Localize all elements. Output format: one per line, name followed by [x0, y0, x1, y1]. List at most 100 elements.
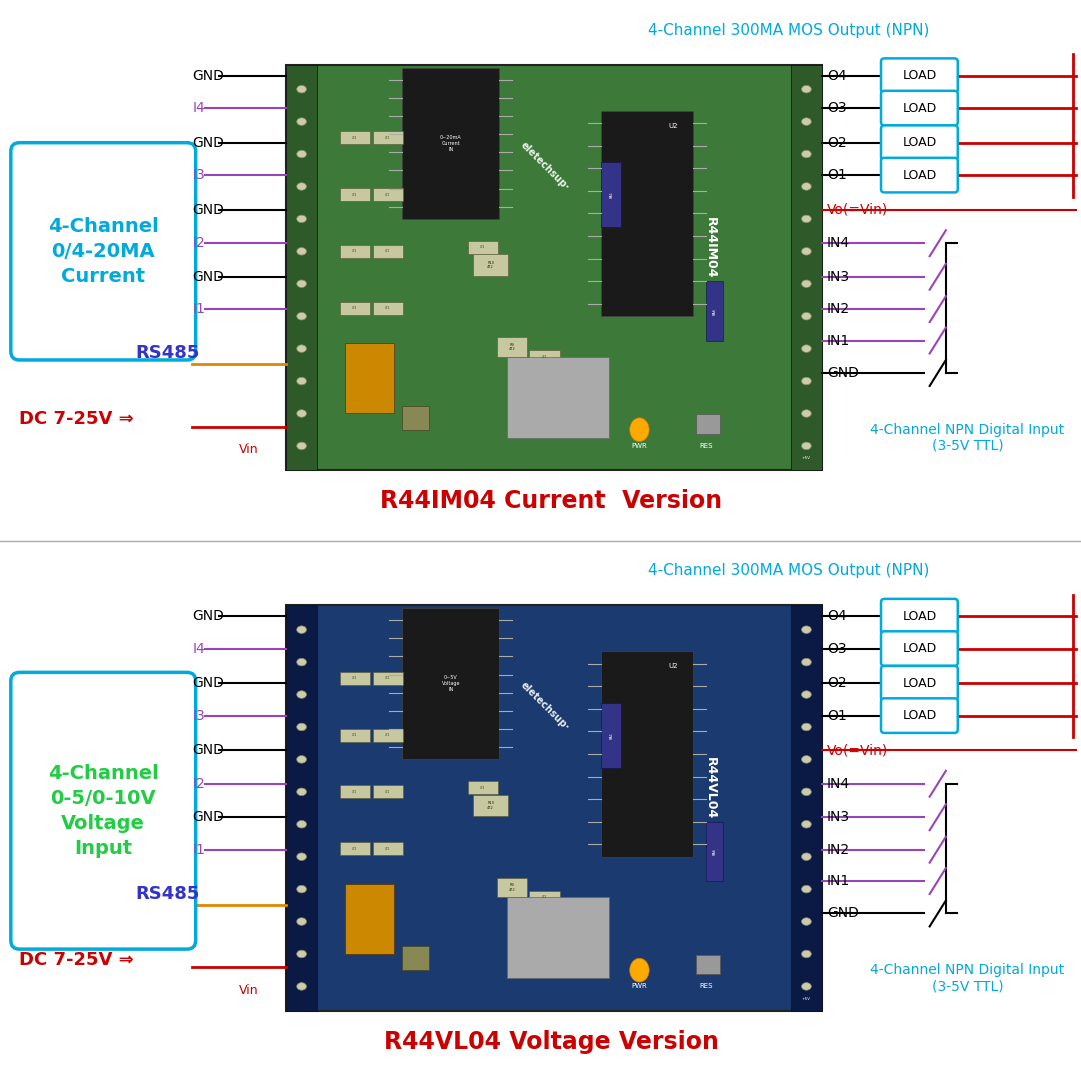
Ellipse shape [802, 820, 811, 828]
Bar [373, 785, 403, 798]
Bar [339, 188, 370, 201]
Text: I1: I1 [192, 843, 205, 856]
Bar [286, 65, 317, 470]
Text: R44IM04 Current  Version: R44IM04 Current Version [381, 490, 722, 513]
Text: R10
472: R10 472 [488, 261, 494, 269]
Bar [339, 131, 370, 144]
Ellipse shape [802, 442, 811, 450]
Text: 472: 472 [352, 250, 358, 253]
Ellipse shape [802, 280, 811, 288]
Text: LOAD: LOAD [903, 610, 936, 623]
Bar [601, 162, 620, 227]
Ellipse shape [802, 853, 811, 860]
FancyBboxPatch shape [881, 698, 958, 733]
Ellipse shape [802, 215, 811, 223]
Ellipse shape [296, 248, 307, 255]
Bar [339, 729, 370, 742]
Text: GND: GND [192, 610, 224, 623]
Ellipse shape [802, 150, 811, 158]
Text: 472: 472 [352, 192, 358, 197]
Text: IN2: IN2 [827, 303, 850, 316]
Ellipse shape [802, 788, 811, 796]
Bar [373, 302, 403, 315]
Bar [339, 842, 370, 855]
Ellipse shape [802, 345, 811, 352]
Text: Vo(=Vin): Vo(=Vin) [827, 203, 889, 216]
FancyBboxPatch shape [881, 58, 958, 93]
Bar [473, 795, 508, 816]
Text: 4-Channel
0-5/0-10V
Voltage
Input: 4-Channel 0-5/0-10V Voltage Input [48, 764, 159, 857]
FancyBboxPatch shape [881, 666, 958, 700]
Text: 472: 472 [542, 895, 547, 899]
Text: GND: GND [192, 203, 224, 216]
Text: eletechsup·: eletechsup· [518, 139, 571, 192]
Text: 0~20mA
Current
IN: 0~20mA Current IN [440, 135, 462, 151]
Bar [696, 955, 720, 974]
Text: 472: 472 [542, 355, 547, 359]
Text: 472: 472 [352, 677, 358, 680]
FancyBboxPatch shape [881, 631, 958, 666]
Bar [339, 785, 370, 798]
Text: 472: 472 [352, 136, 358, 139]
Ellipse shape [296, 788, 307, 796]
Bar [402, 405, 429, 429]
Text: PWR: PWR [631, 443, 648, 449]
Bar [696, 414, 720, 433]
Ellipse shape [296, 983, 307, 990]
Ellipse shape [296, 853, 307, 860]
Text: eletechsup·: eletechsup· [518, 680, 571, 733]
FancyBboxPatch shape [11, 672, 196, 949]
Bar [601, 110, 693, 316]
Bar [706, 822, 723, 881]
Ellipse shape [802, 626, 811, 633]
Ellipse shape [802, 691, 811, 698]
Text: IN3: IN3 [827, 270, 850, 283]
Bar [339, 671, 370, 685]
Bar [373, 729, 403, 742]
Bar [530, 350, 560, 363]
Bar [402, 947, 429, 971]
Ellipse shape [802, 248, 811, 255]
Ellipse shape [296, 280, 307, 288]
FancyBboxPatch shape [286, 605, 822, 1011]
Text: I3: I3 [192, 709, 205, 722]
Text: R44VL04 Voltage Version: R44VL04 Voltage Version [384, 1030, 719, 1054]
Bar [402, 67, 499, 218]
Text: LOAD: LOAD [903, 136, 936, 149]
Text: RS485: RS485 [135, 345, 200, 362]
Ellipse shape [296, 756, 307, 763]
Bar [601, 651, 693, 856]
Text: LOAD: LOAD [903, 642, 936, 655]
Text: 472: 472 [385, 250, 390, 253]
Ellipse shape [296, 183, 307, 190]
Text: 472: 472 [352, 306, 358, 310]
Text: R44IM04: R44IM04 [704, 216, 717, 278]
Text: 472: 472 [385, 136, 390, 139]
Text: I3: I3 [192, 169, 205, 182]
Bar [339, 244, 370, 257]
Ellipse shape [296, 345, 307, 352]
Text: LOAD: LOAD [903, 102, 936, 115]
Text: RES: RES [699, 984, 712, 989]
Text: GND: GND [192, 677, 224, 690]
Text: O3: O3 [827, 102, 846, 115]
FancyBboxPatch shape [11, 143, 196, 360]
Text: LOAD: LOAD [903, 709, 936, 722]
Ellipse shape [296, 118, 307, 125]
Text: IN1: IN1 [827, 875, 851, 888]
Text: 472: 472 [352, 733, 358, 737]
Text: 0~5V
Voltage
IN: 0~5V Voltage IN [441, 676, 461, 692]
Text: GND: GND [827, 907, 858, 920]
Text: R44VL04: R44VL04 [704, 757, 717, 819]
Ellipse shape [802, 658, 811, 666]
Ellipse shape [296, 723, 307, 731]
Text: RS485: RS485 [135, 885, 200, 903]
Text: DC 7-25V ⇒: DC 7-25V ⇒ [19, 411, 134, 428]
Text: RA1: RA1 [610, 732, 613, 738]
Ellipse shape [296, 820, 307, 828]
Text: 4-Channel NPN Digital Input
(3-5V TTL): 4-Channel NPN Digital Input (3-5V TTL) [870, 423, 1065, 453]
Bar [373, 188, 403, 201]
Ellipse shape [296, 442, 307, 450]
Ellipse shape [296, 410, 307, 417]
Text: Vo(=Vin): Vo(=Vin) [827, 744, 889, 757]
